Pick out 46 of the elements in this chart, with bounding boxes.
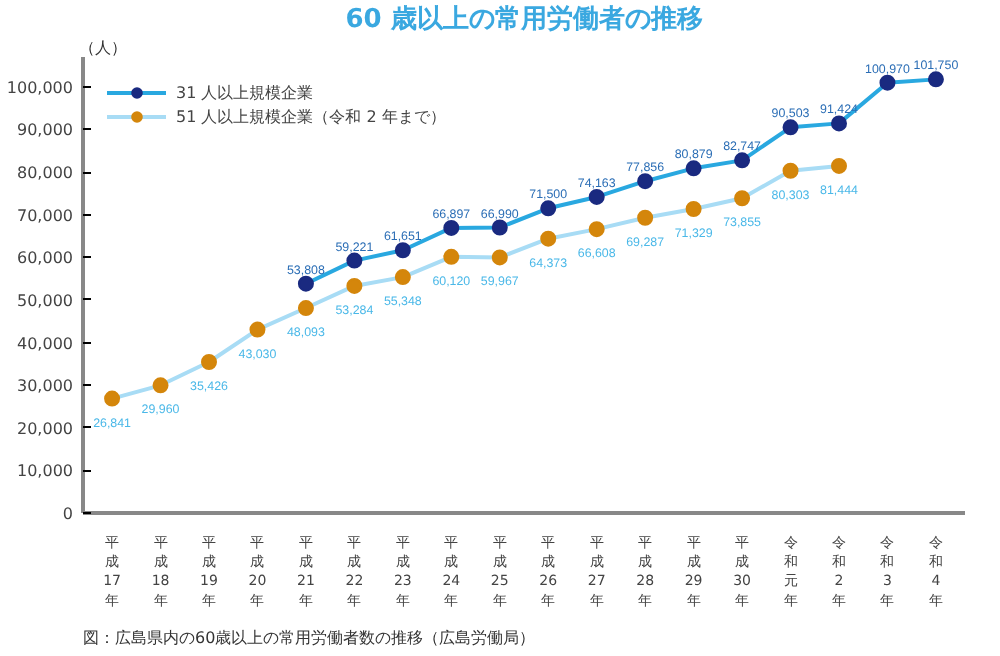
point [588,188,605,205]
point [782,119,799,136]
y-tick-label: 10,000 [17,462,74,481]
point [734,190,751,207]
point [394,269,411,286]
point [491,219,508,236]
point [346,252,363,269]
point [782,162,799,179]
y-tick-label: 60,000 [17,249,74,268]
y-axis-title: （人） [79,39,127,57]
point [588,221,605,238]
y-tick-label: 40,000 [17,334,74,353]
point [297,300,314,317]
point [491,249,508,266]
point [734,152,751,169]
legend-label: 31 人以上規模企業 [176,81,314,104]
point [540,230,557,247]
point [249,321,266,338]
point [637,173,654,190]
point [879,74,896,91]
point [927,71,944,88]
chart-title: 60 歳以上の常用労働者の推移 [345,3,703,35]
point [685,160,702,177]
y-tick-label: 100,000 [6,78,74,97]
point [831,157,847,174]
point [637,209,654,226]
point [104,390,121,407]
point [540,200,557,217]
point [831,115,847,132]
y-tick-label: 90,000 [17,121,74,140]
point [152,377,169,394]
text: 図：広島県内の60歳以上の常用労働者数の推移（広島労働局） [83,629,536,647]
point [443,248,460,265]
point [443,219,460,236]
y-tick-label: 30,000 [17,377,74,396]
point [685,201,702,217]
point [394,242,411,259]
y-tick-label: 0 [62,505,74,523]
legend-label: 51 人以上規模企業（令和 2 年まで） [176,105,446,128]
y-tick-label: 70,000 [17,206,74,225]
y-tick-label: 80,000 [17,164,74,183]
point [346,277,363,294]
point [201,354,217,371]
point [297,275,314,292]
y-tick-label: 20,000 [17,419,74,438]
y-tick-label: 50,000 [17,291,74,310]
